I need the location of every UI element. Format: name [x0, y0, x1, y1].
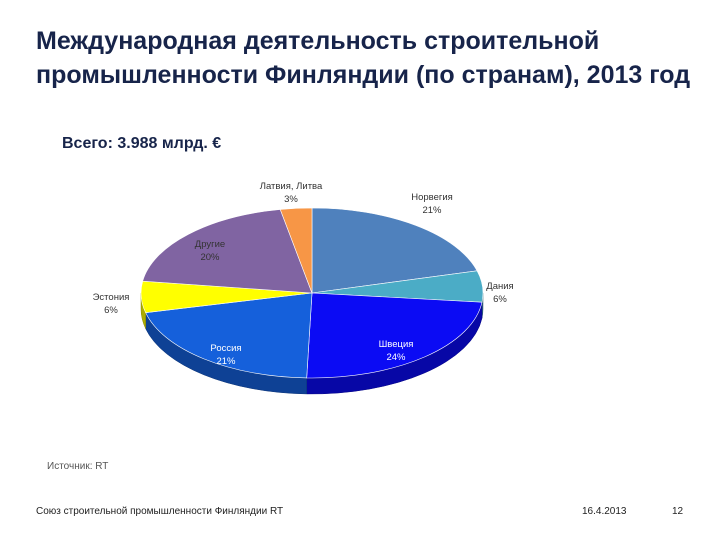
slice-value-label-6: 3%: [284, 194, 298, 205]
page-number: 12: [672, 506, 684, 517]
footer-organization: Союз строительной промышленности Финлянд…: [36, 506, 284, 517]
slice-value-label-2: 24%: [386, 352, 406, 363]
slice-label-5: Другие: [195, 239, 225, 250]
slice-label-2: Швеция: [379, 339, 414, 350]
slice-value-label-0: 21%: [422, 205, 442, 216]
slice-label-4: Эстония: [93, 292, 130, 303]
slice-value-label-5: 20%: [200, 252, 220, 263]
pie-slice-0: [311, 207, 478, 294]
slice-value-label-1: 6%: [493, 294, 507, 305]
pie-slice-6: [279, 207, 313, 294]
pie-slice-2: [306, 292, 483, 379]
chart-subtitle-total: Всего: 3.988 млрд. €: [62, 135, 222, 152]
slide-title: Международная деятельность строительной …: [36, 27, 691, 89]
pie-labels: Норвегия 21% Дания 6% Швеция 24% Россия 21% Эсто…: [93, 181, 514, 367]
slice-label-1: Дания: [486, 281, 513, 292]
slice-label-6: Латвия, Литва: [260, 181, 323, 192]
pie-slice-5: [142, 209, 313, 294]
slice-label-3: Россия: [210, 343, 241, 354]
pie-slice-3: [145, 292, 313, 379]
slice-value-label-3: 21%: [216, 356, 236, 367]
source-note: Источник: RT: [47, 461, 109, 472]
pie-tops: [140, 207, 484, 379]
slice-label-0: Норвегия: [411, 192, 453, 203]
slice-value-label-4: 6%: [104, 305, 118, 316]
footer-date: 16.4.2013: [582, 506, 627, 517]
